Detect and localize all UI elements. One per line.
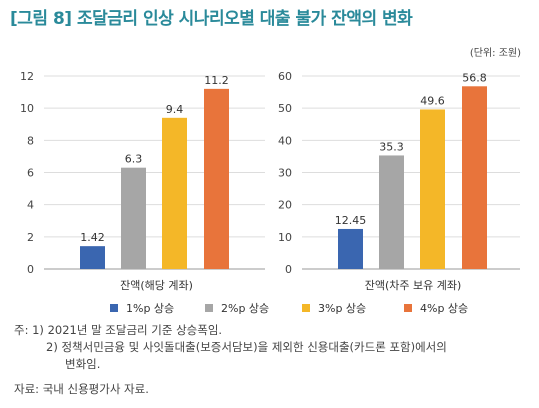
- chart2-data-label: 49.6: [420, 94, 445, 107]
- legend-item-1p: 1%p 상승: [110, 300, 174, 316]
- chart1-ytick-label: 0: [27, 263, 34, 276]
- chart-title: [그림 8] 조달금리 인상 시나리오별 대출 불가 잔액의 변화: [10, 9, 413, 29]
- chart1-data-label: 1.42: [80, 231, 105, 244]
- chart2-ytick-label: 50: [278, 102, 292, 115]
- chart2-ytick-label: 10: [278, 231, 292, 244]
- footnotes: 주: 1) 2021년 말 조달금리 기준 상승폭임. 2) 정책서민금융 및 …: [14, 322, 447, 373]
- source-note: 자료: 국내 신용평가사 자료.: [14, 382, 149, 396]
- footnote-2: 2) 정책서민금융 및 사잇돌대출(보증서담보)을 제외한 신용대출(카드론 포…: [46, 340, 447, 354]
- chart1-ytick-label: 8: [27, 134, 34, 147]
- chart1-data-label: 6.3: [125, 153, 143, 166]
- chart1-data-label: 11.2: [204, 74, 229, 87]
- charts-canvas: 0 2 4 6 8 10 12 1.42 6.3 9.4 11.2 잔액(해당 계좌) 0 10 20 30 4…: [20, 70, 520, 292]
- chart1-data-label: 9.4: [166, 103, 184, 116]
- chart2-bar: [420, 109, 445, 269]
- chart2-ytick-label: 0: [285, 263, 292, 276]
- chart2-data-label: 35.3: [379, 140, 404, 153]
- legend-item-4p: 4%p 상승: [404, 300, 468, 316]
- legend-label-3p: 3%p 상승: [318, 302, 367, 315]
- legend-item-3p: 3%p 상승: [302, 300, 366, 316]
- chart2-bar: [379, 155, 404, 269]
- chart1-ytick-label: 4: [27, 199, 34, 212]
- chart1-bar: [204, 88, 229, 269]
- chart1-bar: [162, 117, 187, 269]
- chart1-ytick-label: 6: [27, 167, 34, 180]
- chart1-ytick-label: 12: [20, 70, 34, 83]
- legend-swatch-3p: [302, 304, 310, 312]
- legend-swatch-2p: [205, 304, 213, 312]
- chart2-bar: [462, 86, 487, 269]
- chart1-ytick-label: 10: [20, 102, 34, 115]
- chart2-bar: [338, 228, 363, 269]
- chart2-ytick-label: 30: [278, 167, 292, 180]
- legend-label-1p: 1%p 상승: [126, 302, 175, 315]
- legend-label-2p: 2%p 상승: [221, 302, 270, 315]
- legend-label-4p: 4%p 상승: [420, 302, 469, 315]
- chart1-bar: [80, 246, 105, 269]
- chart2-ytick-label: 40: [278, 134, 292, 147]
- legend-item-2p: 2%p 상승: [205, 300, 269, 316]
- chart1-ytick-label: 2: [27, 231, 34, 244]
- legend-swatch-1p: [110, 304, 118, 312]
- unit-label: (단위: 조원): [469, 48, 521, 59]
- legend: 1%p 상승 2%p 상승 3%p 상승 4%p 상승: [0, 300, 539, 316]
- footnote-2-cont: 변화임.: [65, 357, 101, 371]
- chart1-bar: [121, 167, 146, 269]
- chart2-xlabel: 잔액(차주 보유 계좌): [365, 279, 462, 292]
- chart2-ytick-label: 20: [278, 199, 292, 212]
- legend-swatch-4p: [404, 304, 412, 312]
- chart2-data-label: 12.45: [335, 214, 367, 227]
- chart2-data-label: 56.8: [462, 71, 487, 84]
- chart1-xlabel: 잔액(해당 계좌): [120, 278, 193, 292]
- chart2-ytick-label: 60: [278, 70, 292, 83]
- footnote-1: 주: 1) 2021년 말 조달금리 기준 상승폭임.: [14, 323, 223, 337]
